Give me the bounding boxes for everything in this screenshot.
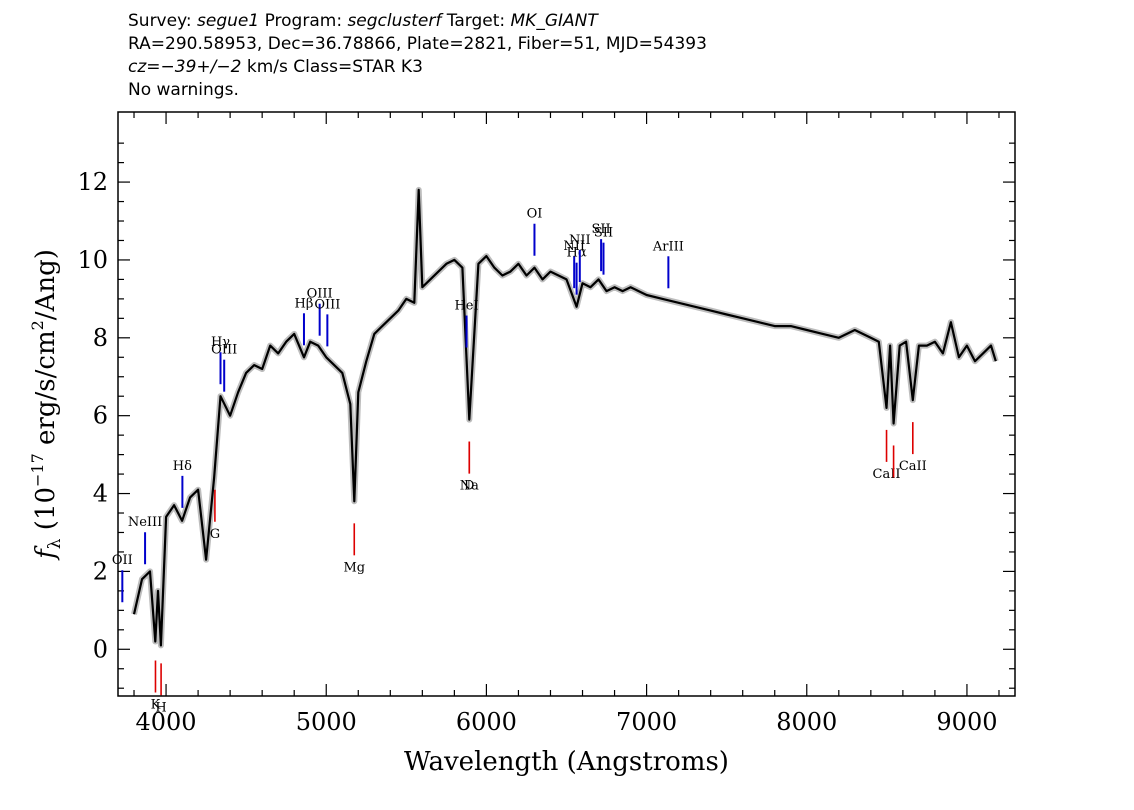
flux-error-band [131, 186, 999, 649]
y-title-pre: (10 [31, 487, 61, 539]
cz-equals: = [146, 57, 161, 77]
spectrum-header: Survey: segue1 Program: segclusterf Targ… [128, 10, 707, 102]
y-axis-title: fλ (10−17 erg/s/cm2/Ang) [28, 249, 65, 561]
cz-value: −39+/−2 [160, 57, 242, 77]
emission-line-label: Hγ [211, 335, 230, 350]
cz-symbol: cz [128, 57, 147, 77]
absorption-line-label: CaII [899, 459, 927, 474]
axis-ticks [118, 112, 1015, 696]
y-title-sub: λ [45, 538, 65, 549]
tick-labels: 4000 5000 6000 7000 8000 9000 0 2 4 6 8 10 12 [77, 168, 997, 736]
header-line-1: Survey: segue1 Program: segclusterf Targ… [128, 10, 707, 33]
emission-line-label: SII [592, 222, 611, 237]
header-line-3: cz=−39+/−2 km/s Class=STAR K3 [128, 56, 707, 79]
y-title-mid: erg/s/cm [31, 330, 61, 453]
x-tick-label: 6000 [456, 708, 517, 736]
x-axis-title: Wavelength (Angstroms) [404, 747, 729, 777]
header-line-4: No warnings. [128, 80, 239, 100]
emission-line-label: HeI [454, 299, 478, 314]
absorption-line-label: H [155, 700, 166, 715]
absorption-line-label: D [464, 479, 474, 494]
emission-line-label: OIII [211, 343, 237, 358]
target-label: Target: [441, 11, 511, 31]
x-tick-label: 8000 [776, 708, 837, 736]
emission-line-label: ArIII [652, 239, 684, 254]
plot-frame [117, 111, 1016, 697]
flux-line [132, 188, 997, 647]
x-tick-label: 7000 [616, 708, 677, 736]
emission-line-label: Hδ [173, 459, 192, 474]
survey-label: Survey: [128, 11, 198, 31]
x-tick-label: 4000 [136, 708, 197, 736]
target-value: MK_GIANT [510, 11, 598, 31]
emission-line-label: SII [594, 226, 613, 241]
emission-line-label: OI [527, 207, 543, 222]
program-value: segclusterf [347, 11, 442, 31]
emission-line-label: OII [112, 553, 133, 568]
emission-line-label: OIII [307, 287, 333, 302]
survey-value: segue1 [197, 11, 260, 31]
y-tick-label: 10 [77, 246, 108, 274]
y-tick-label: 12 [77, 168, 108, 196]
y-tick-label: 8 [93, 324, 108, 352]
absorption-line-label: Mg [343, 560, 365, 575]
absorption-line-label: K [151, 698, 161, 713]
x-tick-label: 9000 [936, 708, 997, 736]
y-title-post: /Ang) [31, 249, 61, 320]
cz-units-class: km/s Class=STAR K3 [241, 57, 423, 77]
absorption-line-label: CaII [873, 467, 901, 482]
emission-line-label: NII [569, 233, 591, 248]
y-tick-label: 6 [93, 402, 108, 430]
y-title-exp: −17 [28, 453, 47, 487]
y-tick-label: 4 [93, 480, 108, 508]
y-tick-label: 0 [93, 635, 108, 663]
absorption-line-label: Na [460, 479, 479, 494]
x-tick-label: 5000 [296, 708, 357, 736]
y-tick-label: 2 [93, 557, 108, 585]
absorption-line-label: G [210, 527, 220, 542]
y-title-exp2: 2 [28, 320, 47, 330]
emission-line-label: Hα [567, 246, 587, 261]
series-layer [131, 186, 999, 649]
header-line-2: RA=290.58953, Dec=36.78866, Plate=2821, … [128, 34, 707, 54]
emission-line-label: NeIII [128, 515, 162, 530]
program-label: Program: [259, 11, 348, 31]
emission-line-label: Hβ [295, 296, 314, 311]
emission-line-label: OIII [314, 297, 340, 312]
